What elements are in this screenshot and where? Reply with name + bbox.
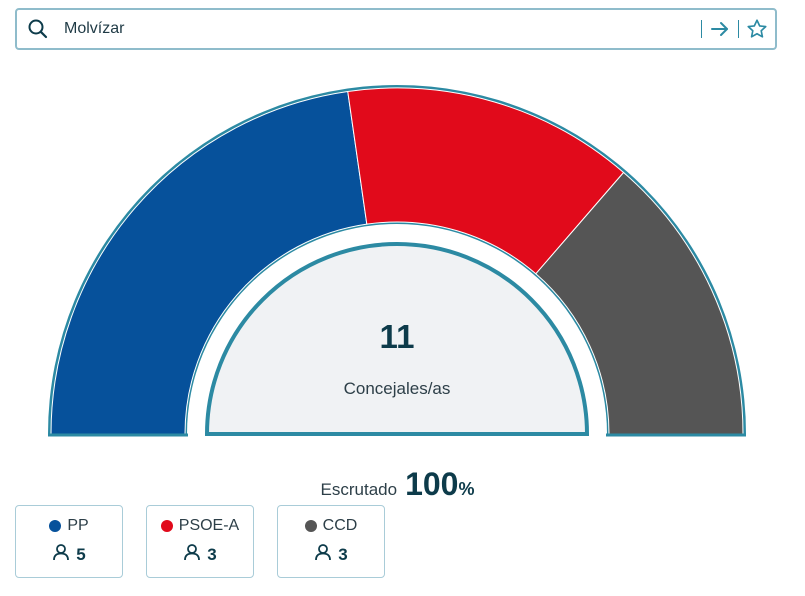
party-seats: 3 xyxy=(207,544,217,564)
party-cards: PP 5 PSOE-A 3 CCD 3 xyxy=(15,505,408,578)
party-color-dot xyxy=(49,520,62,532)
person-icon xyxy=(183,543,201,566)
arrow-right-icon[interactable] xyxy=(708,17,732,41)
party-name: CCD xyxy=(322,517,358,534)
party-seats: 3 xyxy=(338,544,348,564)
party-card-pp[interactable]: PP 5 xyxy=(15,505,123,578)
hemicycle-center-panel xyxy=(204,242,590,436)
scrutiny-label: Escrutado xyxy=(320,480,398,499)
party-name: PP xyxy=(67,517,89,534)
party-card-psoe-a[interactable]: PSOE-A 3 xyxy=(146,505,254,578)
separator xyxy=(738,20,739,38)
hemicycle-segment-psoe-a xyxy=(347,87,625,275)
scrutiny-unit: % xyxy=(458,479,475,499)
hemicycle-chart xyxy=(48,85,746,437)
hemicycle-segment-pp xyxy=(50,90,368,435)
person-icon xyxy=(52,543,70,566)
party-card-ccd[interactable]: CCD 3 xyxy=(277,505,385,578)
person-icon xyxy=(314,543,332,566)
scrutiny-value: 100 xyxy=(405,466,459,502)
total-seats-label: Concejales/as xyxy=(343,379,451,398)
separator xyxy=(701,20,702,38)
scrutiny-status: Escrutado 100% xyxy=(0,466,795,503)
total-seats: 11 xyxy=(379,318,415,355)
hemicycle-segment-ccd xyxy=(535,171,744,435)
search-input[interactable]: Molvízar xyxy=(64,20,125,37)
search-bar[interactable]: Molvízar xyxy=(15,8,777,50)
party-name: PSOE-A xyxy=(178,517,240,534)
party-color-dot xyxy=(160,520,173,532)
search-icon[interactable] xyxy=(26,17,50,41)
party-seats: 5 xyxy=(76,544,86,564)
star-icon[interactable] xyxy=(745,17,769,41)
party-color-dot xyxy=(304,520,317,532)
